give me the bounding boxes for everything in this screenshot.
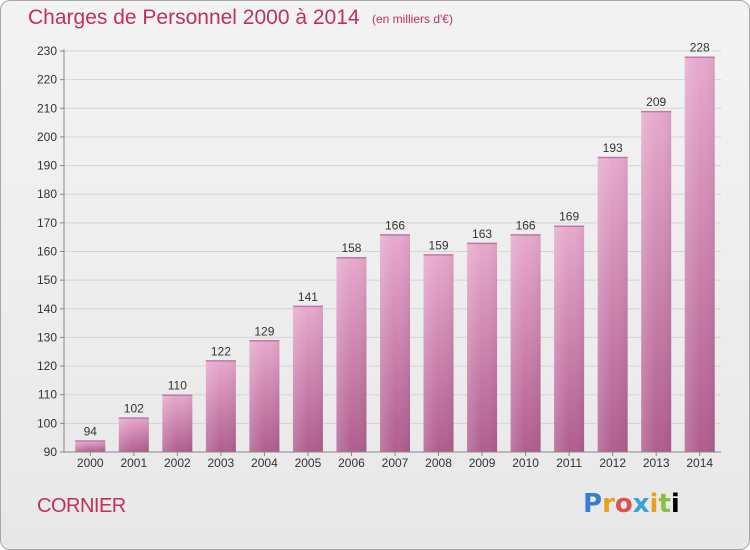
data-label: 94: [84, 425, 98, 439]
data-label: 228: [690, 41, 710, 55]
bar-shine: [75, 440, 106, 452]
data-label: 193: [603, 141, 623, 155]
data-label: 122: [211, 344, 231, 358]
data-label: 141: [298, 290, 318, 304]
y-tick-label: 110: [38, 388, 57, 402]
y-tick-label: 100: [37, 416, 57, 430]
data-label: 158: [341, 241, 361, 255]
bar-shine: [597, 156, 628, 452]
x-tick-label: 2001: [120, 456, 147, 470]
x-tick-label: 2003: [208, 456, 235, 470]
x-tick-label: 2000: [77, 456, 104, 470]
bar-shine: [380, 234, 410, 452]
x-tick-label: 2012: [599, 456, 626, 470]
y-tick-label: 210: [37, 101, 57, 115]
chart-subtitle: (en milliers d'€): [372, 12, 453, 26]
y-tick-label: 140: [37, 302, 57, 316]
x-tick-label: 2008: [425, 456, 452, 470]
commune-name: CORNIER: [37, 495, 126, 517]
chart-title: Charges de Personnel 2000 à 2014: [28, 6, 360, 29]
bar-shine: [554, 225, 585, 452]
bar-shine: [292, 305, 323, 452]
y-tick-label: 130: [37, 330, 57, 344]
bars: 94 102 110 122 129 141 158 166 159 163 166 169 193 20…: [75, 41, 715, 453]
bar-shine: [467, 242, 498, 452]
x-tick-label: 2006: [338, 456, 365, 470]
data-label: 159: [429, 238, 449, 252]
y-tick-label: 90: [44, 445, 58, 459]
y-tick-label: 180: [37, 187, 57, 201]
y-tick-label: 120: [37, 359, 57, 373]
data-label: 163: [472, 227, 492, 241]
bar-shine: [510, 234, 541, 452]
data-label: 102: [124, 402, 144, 416]
data-label: 209: [646, 95, 666, 109]
x-tick-label: 2014: [686, 456, 713, 470]
x-tick-label: 2013: [643, 456, 670, 470]
bar-shine: [162, 394, 193, 452]
data-label: 110: [168, 379, 187, 393]
y-tick-label: 230: [37, 44, 57, 58]
y-tick-label: 170: [37, 216, 57, 230]
y-tick-label: 190: [37, 159, 57, 173]
bar-shine: [205, 360, 236, 452]
bar-shine: [684, 56, 715, 452]
x-tick-label: 2007: [382, 456, 409, 470]
proxiti-logo[interactable]: Proxiti: [583, 489, 680, 519]
bar-shine: [336, 257, 367, 452]
y-tick-label: 200: [37, 130, 57, 144]
bar-shine: [249, 340, 280, 452]
data-label: 169: [559, 210, 579, 224]
y-tick-label: 220: [37, 73, 57, 87]
bar-shine: [423, 254, 454, 452]
data-label: 166: [516, 218, 536, 232]
y-tick-label: 150: [37, 273, 57, 287]
bar-shine: [641, 111, 672, 453]
bar-shine: [118, 417, 149, 452]
x-tick-label: 2009: [469, 456, 496, 470]
x-tick-label: 2010: [512, 456, 539, 470]
axes: 9010011012013014015016017018019020021022…: [37, 44, 721, 470]
data-label: 166: [385, 218, 405, 232]
data-label: 129: [254, 324, 274, 338]
x-tick-label: 2004: [251, 456, 278, 470]
y-tick-label: 160: [37, 245, 57, 259]
x-tick-label: 2002: [164, 456, 191, 470]
x-tick-label: 2005: [295, 456, 322, 470]
x-tick-label: 2011: [556, 456, 582, 470]
